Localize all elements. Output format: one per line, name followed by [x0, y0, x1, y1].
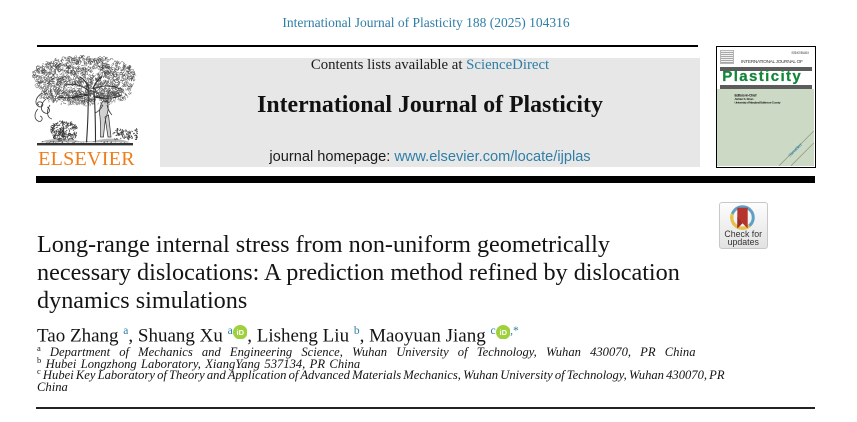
svg-text:Editors-in-Chief: Editors-in-Chief — [734, 93, 757, 97]
svg-text:ISSN 0749-6419: ISSN 0749-6419 — [791, 51, 809, 55]
svg-text:Akhtar S. Khan: Akhtar S. Khan — [734, 97, 753, 101]
svg-text:INTERNATIONAL JOURNAL OF: INTERNATIONAL JOURNAL OF — [741, 59, 803, 65]
svg-text:University of Maryland Baltimo: University of Maryland Baltimore County — [734, 100, 780, 104]
svg-text:iD: iD — [236, 328, 244, 337]
svg-text:ScienceDirect: ScienceDirect — [787, 142, 803, 158]
svg-text:iD: iD — [499, 328, 507, 337]
